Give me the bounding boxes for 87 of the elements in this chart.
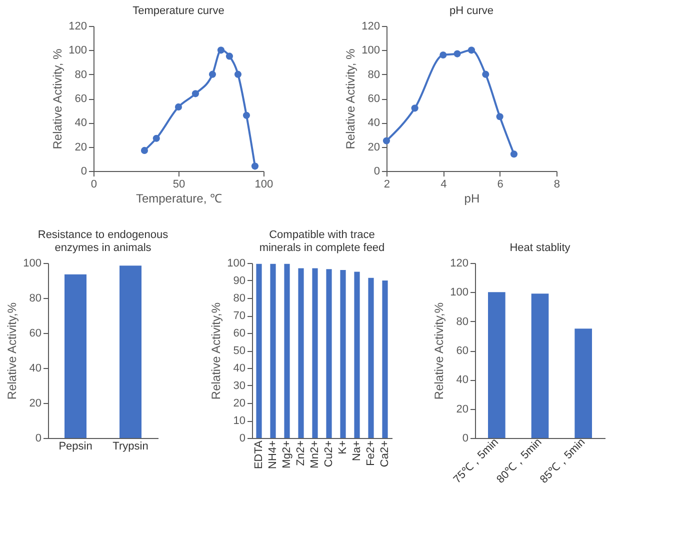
- x-tick-label: Na+: [351, 440, 363, 461]
- x-tick-label: Trypsin: [112, 440, 148, 452]
- point: [140, 146, 148, 154]
- y-axis-title: Relative Activity,%: [5, 302, 20, 400]
- y-tick-label: 50: [233, 345, 246, 357]
- chart-title: pH curve: [449, 5, 494, 17]
- x-tick-label: 0: [90, 178, 98, 190]
- x-tick-label: 8: [554, 178, 560, 190]
- y-tick-label: 120: [362, 20, 380, 32]
- point: [152, 134, 160, 142]
- point: [251, 162, 259, 170]
- chart-title: Temperature curve: [132, 5, 224, 17]
- x-tick-label: 2: [384, 178, 390, 190]
- x-tick-label: Ca2+: [379, 440, 391, 468]
- point: [482, 70, 490, 78]
- bar: [574, 328, 592, 438]
- y-tick-label: 40: [368, 117, 380, 130]
- y-tick-label: 60: [456, 345, 468, 357]
- y-tick-label: 10: [233, 415, 246, 427]
- y-tick-label: 60: [74, 93, 87, 105]
- point: [217, 46, 225, 54]
- point: [226, 52, 234, 60]
- x-tick-label: EDTA: [253, 440, 265, 470]
- x-tick-label: 100: [254, 178, 274, 190]
- y-tick-label: 0: [80, 166, 87, 178]
- y-tick-label: 120: [450, 258, 468, 270]
- y-tick-label: 80: [29, 292, 42, 304]
- point: [234, 70, 242, 78]
- chart-title: Heat stablity: [510, 242, 571, 254]
- point: [411, 104, 418, 112]
- point: [496, 113, 504, 120]
- y-tick-label: 120: [68, 20, 87, 32]
- y-tick-label: 100: [450, 286, 468, 299]
- x-tick-label: 4: [440, 178, 447, 190]
- x-tick-label: Fe2+: [365, 440, 377, 466]
- y-axis-title: Relative Activity,%: [432, 302, 446, 400]
- y-tick-label: 30: [233, 380, 246, 392]
- y-tick-label: 0: [374, 166, 380, 178]
- x-axis-title: pH: [464, 192, 480, 206]
- y-axis-title: Relative Activity, %: [50, 48, 65, 150]
- y-tick-label: 40: [233, 362, 246, 374]
- bar: [531, 294, 549, 438]
- point: [242, 112, 250, 119]
- point: [440, 51, 447, 59]
- point: [510, 150, 518, 158]
- y-axis-title: Relative Activity, %: [344, 48, 358, 150]
- x-tick-label: K+: [337, 440, 349, 454]
- point: [208, 70, 216, 78]
- y-tick-label: 20: [456, 403, 468, 416]
- y-tick-label: 70: [233, 310, 246, 322]
- x-tick-label: 50: [172, 178, 186, 190]
- y-tick-label: 80: [74, 68, 87, 81]
- y-tick-label: 90: [233, 275, 246, 287]
- x-tick-label: Cu2+: [323, 440, 335, 468]
- point: [382, 137, 390, 144]
- chart-title: Compatible with trace minerals in complete feed: [259, 229, 385, 254]
- y-tick-label: 40: [456, 374, 468, 386]
- y-tick-label: 60: [29, 328, 42, 340]
- x-tick-label: Mg2+: [281, 440, 293, 468]
- x-tick-label: 6: [497, 178, 504, 190]
- y-tick-label: 100: [227, 258, 246, 270]
- point: [454, 50, 461, 58]
- y-tick-label: 20: [368, 141, 380, 154]
- y-axis-title: Relative Activity,%: [209, 302, 224, 400]
- y-tick-label: 60: [233, 328, 246, 340]
- y-tick-label: 100: [362, 44, 380, 57]
- y-tick-label: 60: [368, 93, 380, 105]
- y-tick-label: 20: [233, 398, 246, 410]
- y-tick-label: 40: [29, 362, 42, 374]
- x-tick-label: Zn2+: [295, 440, 307, 466]
- point: [174, 103, 182, 110]
- x-tick-label: NH4+: [267, 440, 279, 469]
- x-tick-label: Pepsin: [58, 440, 92, 452]
- y-tick-label: 100: [23, 258, 42, 270]
- y-tick-label: 100: [68, 44, 87, 57]
- x-tick-label: Mn2+: [309, 440, 321, 468]
- y-tick-label: 80: [456, 316, 468, 328]
- y-tick-label: 80: [368, 68, 380, 81]
- y-tick-label: 80: [233, 292, 246, 304]
- bar: [488, 292, 506, 438]
- y-tick-label: 20: [29, 398, 42, 410]
- point: [192, 90, 200, 98]
- x-axis-title: Temperature, ℃: [136, 192, 222, 206]
- chart-title: Resistance to endogenous enzymes in animals: [38, 229, 169, 254]
- y-tick-label: 40: [74, 117, 87, 130]
- point: [468, 46, 476, 54]
- y-tick-label: 20: [74, 141, 87, 154]
